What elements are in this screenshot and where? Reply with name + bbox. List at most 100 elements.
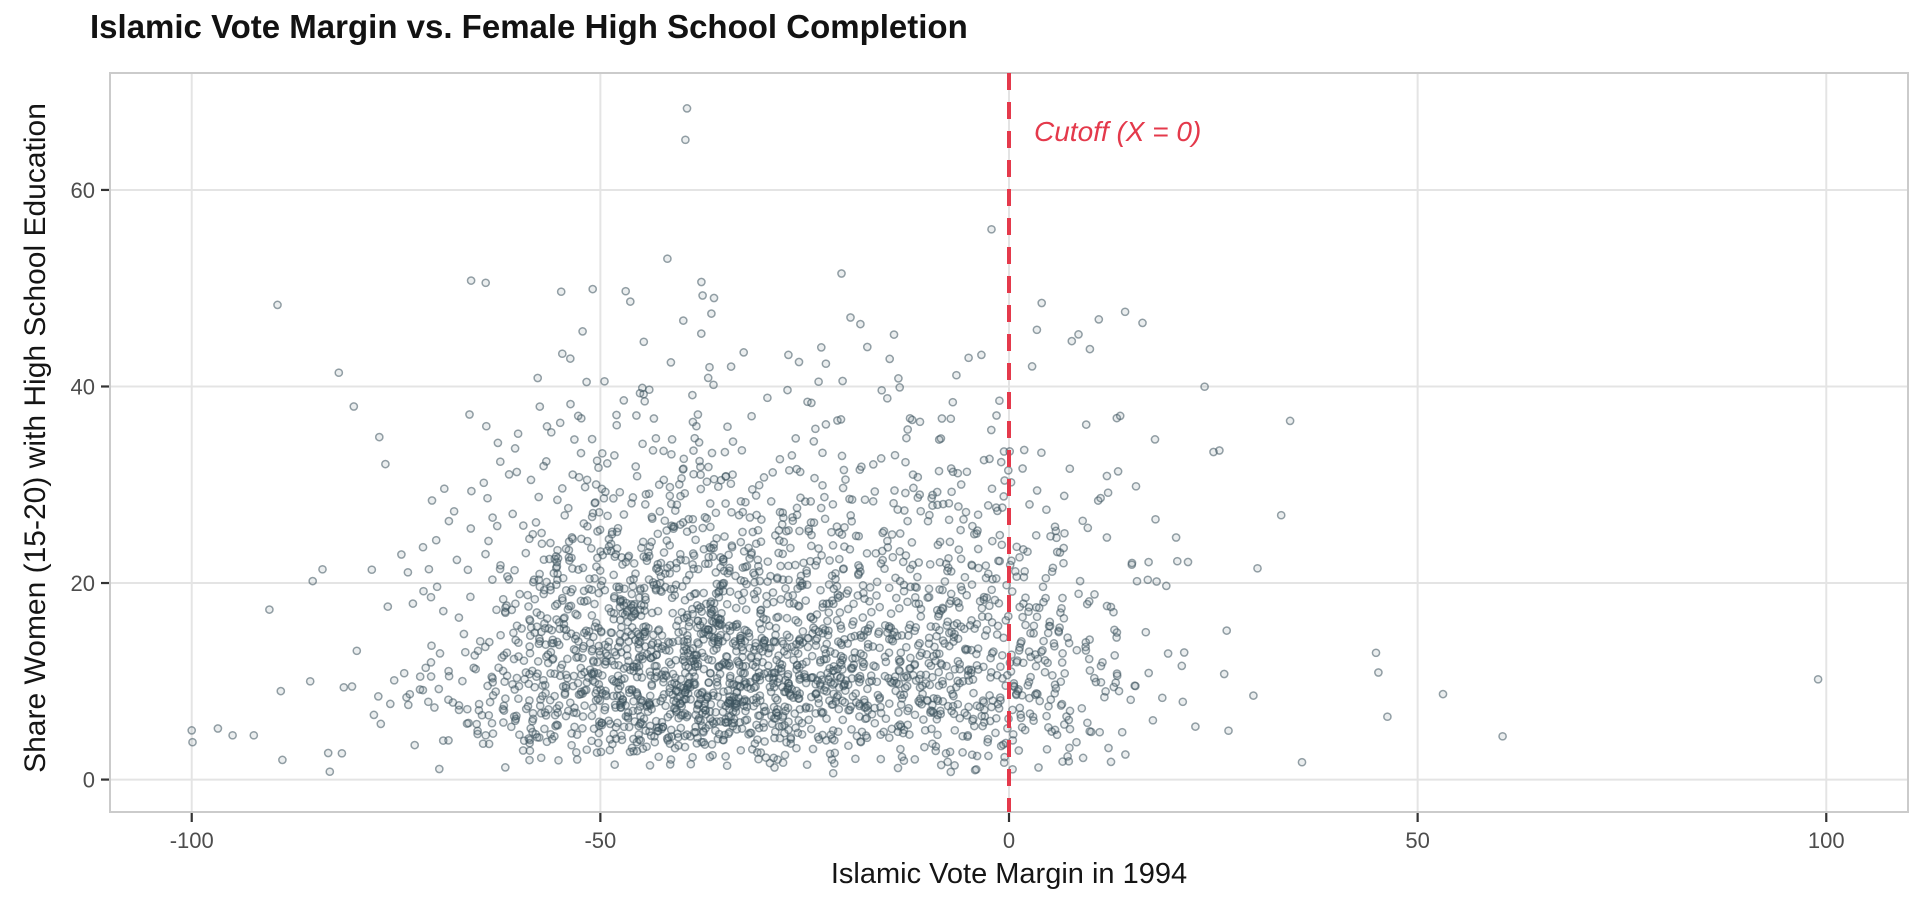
scatter-point	[982, 625, 992, 635]
scatter-point	[550, 710, 560, 720]
scatter-point	[544, 705, 553, 714]
scatter-point	[612, 527, 622, 537]
scatter-point	[1085, 726, 1095, 736]
scatter-point	[1152, 577, 1161, 586]
scatter-point	[635, 632, 645, 641]
scatter-point	[969, 721, 979, 731]
scatter-point	[953, 656, 963, 666]
scatter-point	[805, 703, 814, 713]
scatter-point	[917, 648, 926, 658]
scatter-point	[916, 506, 926, 516]
scatter-point	[644, 385, 654, 395]
scatter-point	[580, 667, 589, 677]
scatter-point	[534, 492, 544, 502]
scatter-point	[848, 663, 858, 673]
scatter-point	[1048, 671, 1057, 680]
scatter-point	[823, 630, 833, 640]
scatter-point	[833, 416, 842, 425]
scatter-point	[891, 593, 901, 603]
scatter-point	[775, 659, 785, 668]
scatter-point	[1057, 658, 1067, 667]
scatter-point	[724, 712, 734, 722]
scatter-point	[1051, 684, 1061, 693]
scatter-point	[895, 576, 905, 586]
scatter-point	[668, 669, 678, 679]
scatter-point	[632, 411, 641, 420]
scatter-point	[639, 552, 649, 561]
scatter-point	[463, 565, 473, 575]
scatter-point	[931, 746, 941, 756]
scatter-point	[1120, 307, 1130, 317]
scatter-point	[709, 474, 719, 484]
scatter-point	[707, 309, 716, 318]
scatter-point	[756, 624, 766, 634]
scatter-point	[587, 711, 597, 721]
scatter-point	[525, 642, 534, 651]
scatter-point	[699, 664, 709, 674]
scatter-point	[960, 708, 970, 718]
scatter-point	[807, 651, 817, 661]
scatter-point	[571, 646, 581, 655]
scatter-point	[927, 493, 936, 503]
scatter-point	[1025, 709, 1035, 718]
scatter-point	[753, 525, 763, 535]
scatter-point	[857, 727, 867, 737]
scatter-point	[916, 694, 925, 704]
scatter-point	[766, 571, 775, 581]
scatter-point	[1033, 689, 1042, 699]
scatter-point	[621, 711, 631, 721]
scatter-point	[908, 470, 918, 479]
scatter-point	[701, 599, 711, 609]
scatter-point	[513, 429, 523, 439]
scatter-point	[734, 510, 744, 520]
scatter-point	[434, 684, 444, 694]
scatter-point	[305, 676, 315, 686]
scatter-point	[654, 752, 664, 762]
scatter-point	[867, 607, 876, 617]
scatter-point	[848, 654, 857, 663]
scatter-point	[579, 586, 589, 596]
scatter-point	[795, 467, 805, 477]
scatter-point	[750, 594, 760, 604]
scatter-point	[1015, 552, 1024, 562]
scatter-point	[614, 660, 624, 670]
scatter-point	[778, 712, 788, 722]
scatter-point	[552, 615, 561, 624]
scatter-point	[649, 414, 659, 423]
scatter-point	[863, 706, 873, 715]
scatter-point	[887, 530, 897, 539]
scatter-point	[689, 446, 698, 455]
scatter-point	[992, 411, 1001, 420]
scatter-point	[818, 730, 827, 740]
scatter-point	[1026, 672, 1035, 682]
scatter-point	[334, 368, 344, 378]
scatter-point	[994, 556, 1003, 566]
scatter-point	[578, 724, 587, 733]
scatter-point	[958, 748, 967, 757]
scatter-point	[870, 703, 879, 713]
scatter-point	[952, 597, 961, 606]
scatter-point	[1222, 626, 1232, 635]
scatter-point	[481, 421, 491, 431]
scatter-point	[664, 733, 674, 742]
scatter-point	[810, 473, 819, 483]
scatter-point	[977, 350, 986, 360]
scatter-point	[660, 516, 670, 526]
scatter-point	[946, 767, 956, 777]
scatter-point	[1067, 336, 1077, 346]
scatter-point	[652, 723, 662, 732]
scatter-point	[930, 642, 939, 652]
scatter-point	[627, 743, 637, 753]
scatter-point	[487, 718, 497, 728]
scatter-point	[661, 645, 671, 655]
scatter-point	[700, 559, 710, 569]
scatter-point	[462, 704, 472, 714]
scatter-point	[553, 545, 562, 555]
scatter-point	[501, 694, 510, 703]
scatter-point	[1151, 514, 1160, 524]
scatter-point	[877, 546, 887, 556]
scatter-point	[814, 698, 824, 708]
scatter-point	[848, 620, 857, 630]
scatter-point	[712, 677, 722, 687]
scatter-point	[535, 701, 545, 711]
